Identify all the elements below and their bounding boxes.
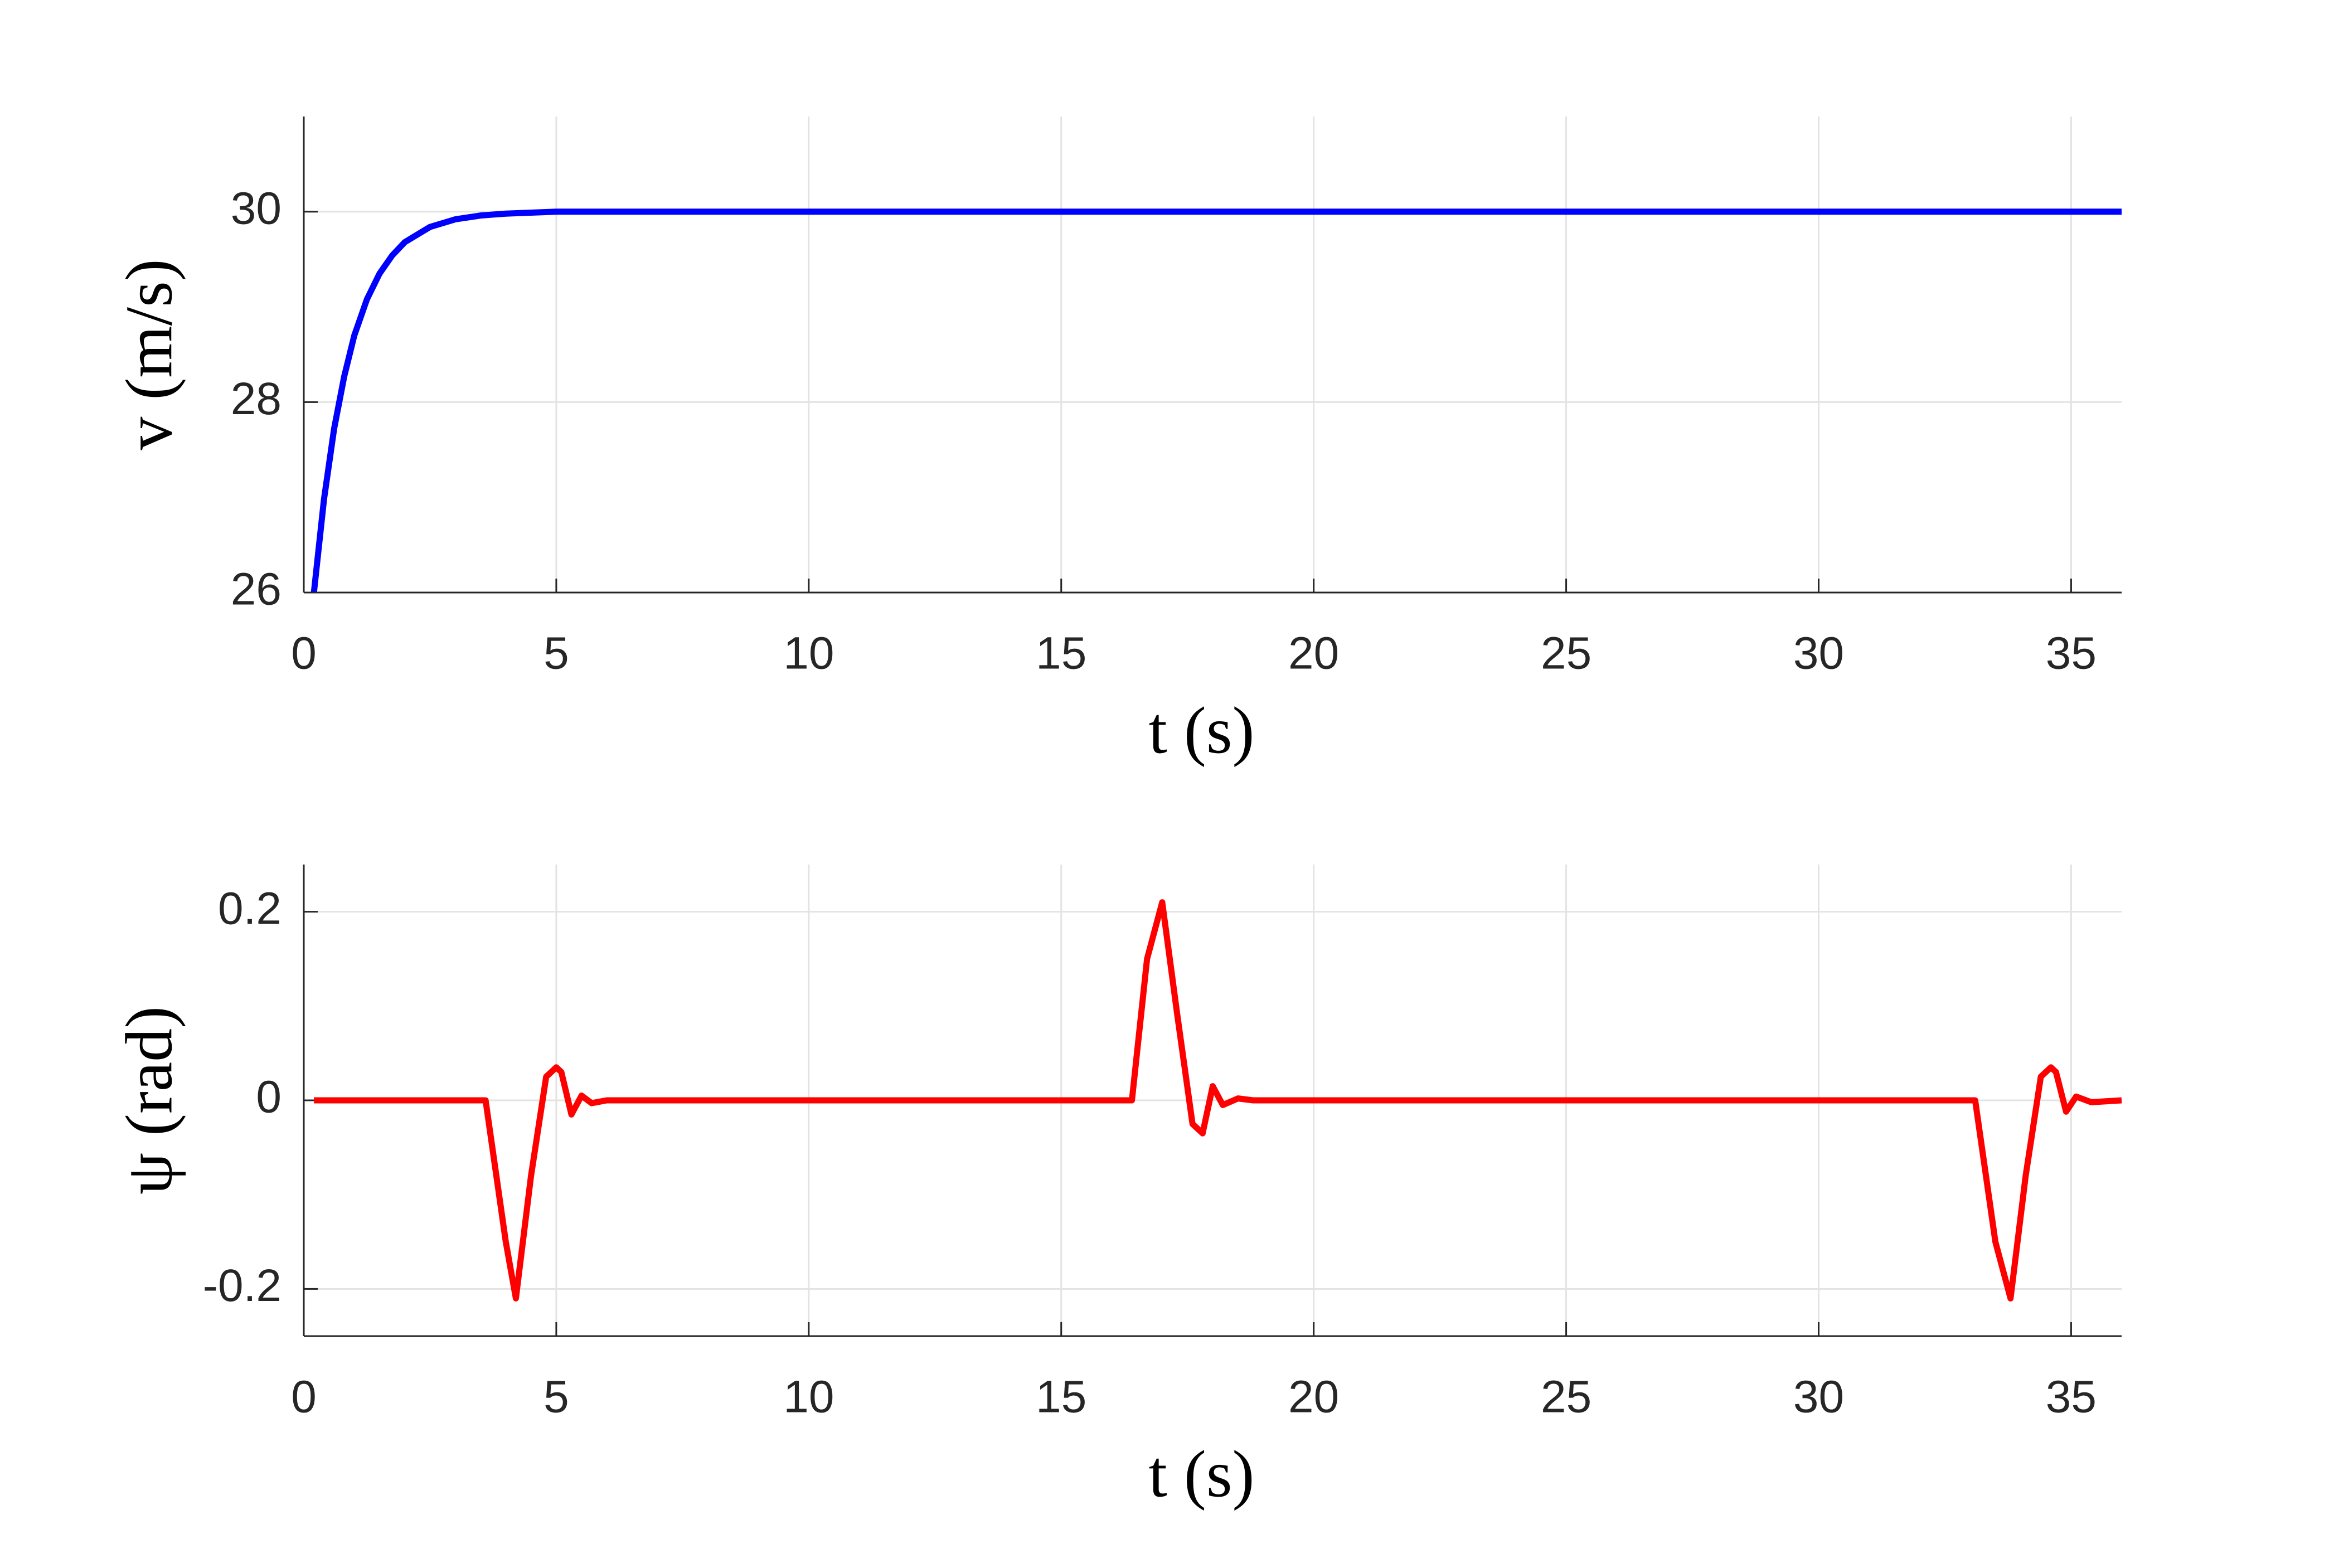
y-axis-label: v (m/s) <box>112 259 186 450</box>
x-tick-label: 30 <box>1793 628 1844 679</box>
x-tick-label: 35 <box>2046 1372 2097 1423</box>
x-tick-label: 0 <box>291 628 317 679</box>
x-tick-label: 20 <box>1288 628 1339 679</box>
x-tick-label: 35 <box>2046 628 2097 679</box>
y-tick-label: 0.2 <box>218 883 282 934</box>
x-tick-label: 30 <box>1793 1372 1844 1423</box>
x-tick-label: 15 <box>1036 628 1086 679</box>
y-tick-label: -0.2 <box>203 1260 282 1311</box>
x-tick-label: 20 <box>1288 1372 1339 1423</box>
x-tick-label: 15 <box>1036 1372 1086 1423</box>
y-tick-label: 0 <box>256 1072 282 1123</box>
y-axis-label: ψ (rad) <box>112 1006 186 1195</box>
y-tick-label: 30 <box>231 183 282 234</box>
x-axis-label: t (s) <box>1149 1437 1255 1511</box>
data-line <box>314 899 2122 1302</box>
y-tick-label: 28 <box>231 373 282 424</box>
x-axis-label: t (s) <box>1149 693 1255 768</box>
x-tick-label: 25 <box>1541 1372 1591 1423</box>
x-tick-label: 0 <box>291 1372 317 1423</box>
x-tick-label: 10 <box>783 628 834 679</box>
x-tick-label: 5 <box>544 1372 569 1423</box>
x-tick-label: 25 <box>1541 628 1591 679</box>
data-line <box>310 208 2122 593</box>
x-tick-label: 10 <box>783 1372 834 1423</box>
x-tick-label: 5 <box>544 628 569 679</box>
y-tick-label: 26 <box>231 564 282 615</box>
